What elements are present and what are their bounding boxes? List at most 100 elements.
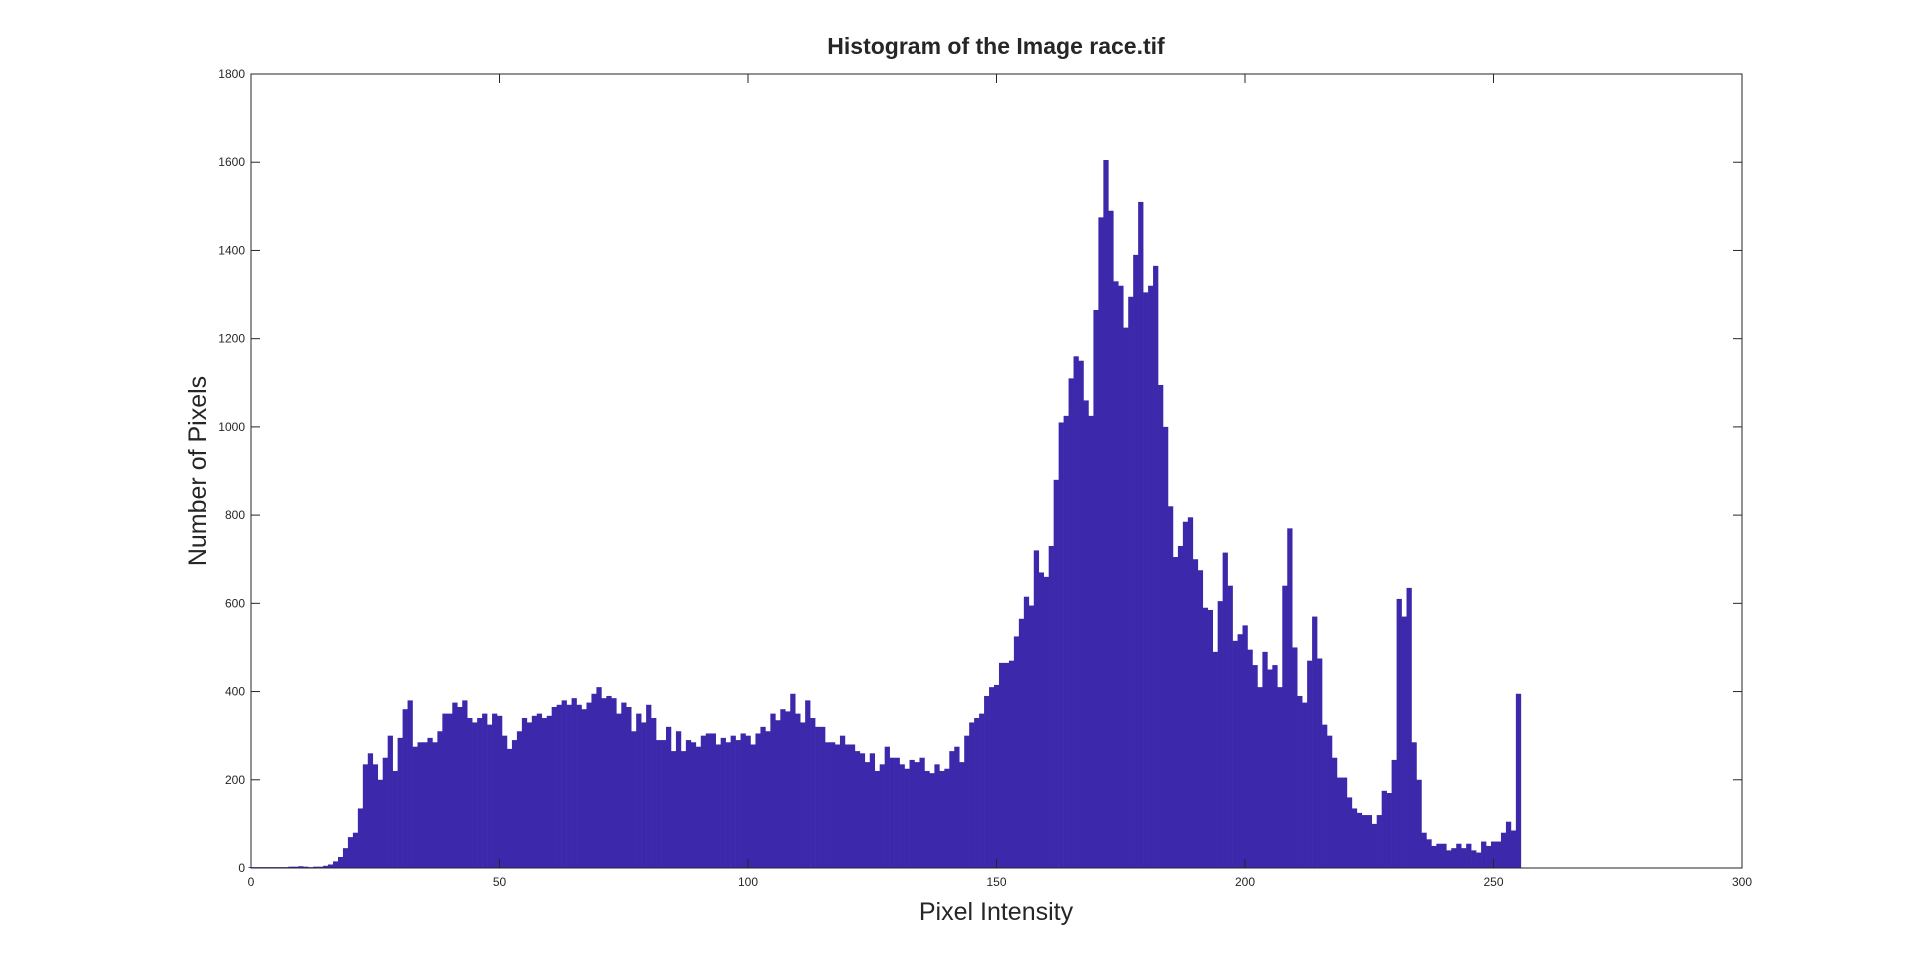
- bar: [1202, 607, 1209, 868]
- bar: [969, 722, 975, 868]
- bar: [1038, 572, 1045, 868]
- bar: [1003, 662, 1010, 868]
- bar: [397, 737, 403, 868]
- y-tick-label: 1200: [218, 332, 245, 346]
- bar: [1510, 830, 1517, 868]
- bar: [636, 713, 642, 868]
- bar: [1346, 797, 1353, 868]
- bar: [328, 864, 334, 868]
- bar: [1177, 545, 1184, 868]
- bar: [1421, 832, 1427, 868]
- bar: [800, 722, 806, 868]
- bar: [601, 698, 607, 868]
- bar: [656, 740, 662, 868]
- bar: [1013, 636, 1020, 868]
- bar: [482, 713, 488, 868]
- y-tick-label: 600: [225, 596, 245, 610]
- bar: [626, 706, 632, 868]
- bar: [1366, 815, 1373, 868]
- bar: [914, 762, 920, 868]
- bar: [581, 709, 587, 868]
- bar: [1083, 400, 1089, 868]
- bar: [695, 746, 702, 868]
- bar: [1341, 777, 1348, 868]
- bar: [536, 713, 543, 868]
- bar: [516, 731, 523, 868]
- x-tick-label: 150: [986, 875, 1006, 889]
- bar: [1451, 848, 1457, 868]
- bar: [1322, 724, 1328, 868]
- bar: [596, 687, 602, 868]
- x-tick-label: 50: [493, 875, 507, 889]
- bar: [1292, 647, 1298, 868]
- bar: [690, 742, 697, 868]
- bar: [979, 713, 985, 868]
- bar: [1227, 585, 1233, 868]
- bar: [392, 770, 398, 868]
- bar: [974, 718, 980, 868]
- bar: [1376, 815, 1382, 868]
- bar: [551, 706, 557, 868]
- bar: [377, 779, 384, 868]
- bar: [994, 684, 1000, 868]
- bar: [1307, 660, 1313, 868]
- bar: [1113, 281, 1119, 868]
- bar: [1312, 616, 1318, 868]
- bar: [1043, 576, 1049, 868]
- bar: [1048, 545, 1054, 868]
- bar: [606, 695, 612, 868]
- bar: [1505, 821, 1512, 868]
- bar: [402, 709, 408, 868]
- bar: [1212, 651, 1218, 868]
- bar: [854, 751, 861, 868]
- bar: [1073, 356, 1079, 868]
- bar: [511, 740, 518, 868]
- y-tick-label: 1000: [218, 420, 245, 434]
- bar: [989, 687, 995, 868]
- bar: [561, 700, 567, 868]
- bar: [1128, 296, 1134, 868]
- bar: [1297, 695, 1303, 868]
- bar: [720, 737, 726, 868]
- bar: [452, 702, 458, 868]
- bar: [1356, 812, 1363, 868]
- bar: [849, 744, 856, 868]
- bar: [501, 735, 508, 868]
- bar: [566, 704, 572, 868]
- bar: [755, 733, 761, 868]
- bar: [367, 753, 374, 868]
- bar: [342, 848, 349, 868]
- bar: [750, 744, 756, 868]
- bar: [685, 740, 692, 868]
- bar: [1088, 415, 1094, 868]
- bar: [422, 742, 428, 868]
- bar: [745, 735, 751, 868]
- bar: [1426, 839, 1432, 868]
- bar: [884, 746, 890, 868]
- bar: [1247, 649, 1253, 868]
- bar: [457, 706, 463, 868]
- bar: [839, 735, 846, 868]
- y-tick-label: 800: [225, 508, 245, 522]
- bar: [1331, 757, 1338, 868]
- bar: [1351, 808, 1358, 868]
- bar: [670, 751, 677, 868]
- y-tick-label: 1400: [218, 243, 245, 257]
- bar: [362, 764, 369, 868]
- bar: [591, 693, 597, 868]
- bar: [288, 866, 294, 868]
- bar: [705, 733, 712, 868]
- bar: [352, 832, 359, 868]
- bar: [1197, 570, 1204, 868]
- bar: [1167, 506, 1174, 868]
- bar: [1222, 552, 1228, 868]
- x-axis-label: Pixel Intensity: [919, 898, 1074, 926]
- bar: [964, 735, 970, 868]
- bar: [1078, 360, 1084, 868]
- bar: [337, 856, 344, 868]
- bar: [805, 700, 811, 868]
- bar: [1252, 665, 1258, 868]
- bar: [546, 715, 552, 868]
- bar: [934, 764, 940, 868]
